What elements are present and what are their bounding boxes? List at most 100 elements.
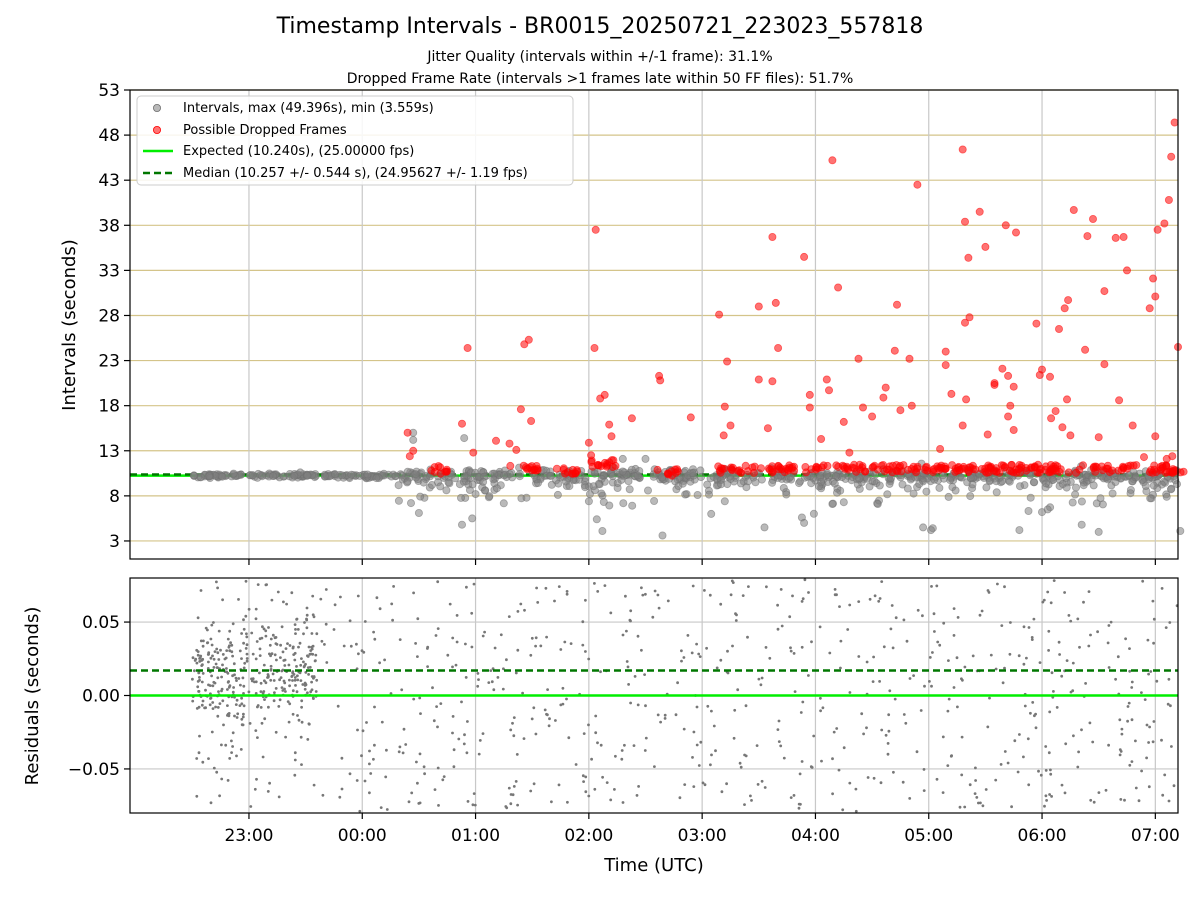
dropped-frame-point	[469, 448, 478, 457]
residual-point	[217, 629, 221, 633]
interval-point	[196, 473, 205, 482]
residual-point	[975, 796, 979, 799]
residual-point	[581, 643, 585, 647]
residual-point	[933, 630, 936, 633]
residual-point	[323, 643, 326, 646]
residual-point	[1130, 718, 1134, 722]
residual-point	[1050, 671, 1054, 675]
interval-point	[633, 471, 642, 480]
residual-point	[292, 653, 296, 656]
residual-point	[682, 727, 686, 731]
legend: Intervals, max (49.396s), min (3.559s) P…	[136, 95, 574, 186]
residual-point	[434, 634, 438, 637]
residual-point	[412, 697, 416, 701]
residual-point	[777, 740, 781, 743]
dropped-frame-point	[1035, 370, 1044, 379]
residual-point	[535, 586, 538, 590]
residual-point	[355, 642, 358, 646]
residual-point	[544, 586, 548, 590]
interval-point	[1096, 494, 1105, 503]
residual-point	[1096, 630, 1099, 634]
residual-point	[828, 651, 832, 655]
residual-point	[764, 646, 768, 649]
residual-point	[245, 643, 249, 647]
interval-outlier-point	[1043, 505, 1052, 514]
residual-point	[757, 677, 761, 681]
interval-point	[768, 478, 777, 487]
residual-point	[348, 772, 352, 776]
residual-point	[291, 689, 295, 693]
residual-point	[550, 800, 553, 804]
residual-point	[1107, 624, 1111, 627]
residual-point	[476, 672, 480, 675]
dropped-frame-point	[975, 207, 984, 216]
interval-point	[619, 499, 628, 508]
residual-point	[971, 654, 975, 658]
residual-point	[255, 777, 258, 781]
residual-point	[703, 783, 707, 787]
dropped-frame-point	[715, 310, 724, 319]
residual-point	[296, 674, 299, 678]
residual-point	[1123, 798, 1126, 802]
residual-point	[644, 704, 647, 708]
residual-point	[283, 664, 287, 667]
residual-point	[936, 640, 940, 644]
residual-point	[214, 662, 218, 666]
dropped-frame-point	[1151, 432, 1160, 441]
top-panel-frame	[129, 89, 1179, 560]
residual-point	[703, 589, 706, 592]
residual-point	[984, 788, 988, 791]
dropped-frame-point	[457, 419, 466, 428]
residual-point	[259, 681, 263, 685]
residual-point	[242, 684, 246, 688]
dropped-frame-point	[568, 465, 577, 474]
interval-point	[697, 473, 706, 482]
interval-point	[944, 492, 953, 501]
interval-point	[649, 472, 658, 481]
dropped-frame-point	[726, 421, 735, 430]
interval-point	[303, 471, 312, 480]
residual-point	[218, 702, 222, 705]
residual-point	[293, 751, 297, 755]
residual-point	[324, 588, 328, 591]
residual-point	[1089, 633, 1092, 637]
bottom-panel-points	[191, 578, 1179, 813]
dropped-frame-point	[1046, 372, 1055, 381]
dropped-frame-point	[768, 232, 777, 241]
residual-point	[423, 772, 426, 776]
residual-point	[563, 640, 567, 644]
residual-point	[1134, 786, 1138, 790]
residual-point	[1104, 788, 1108, 792]
residual-point	[747, 585, 750, 588]
legend-intervals-label: Intervals, max (49.396s), min (3.559s)	[183, 101, 434, 116]
dropped-frame-point	[958, 421, 967, 430]
interval-point	[468, 480, 477, 489]
dropped-frame-point	[1066, 431, 1075, 440]
residual-point	[692, 785, 696, 788]
residual-point	[1037, 769, 1040, 773]
residual-point	[1003, 666, 1006, 670]
residual-point	[414, 642, 417, 645]
residual-point	[1030, 636, 1034, 639]
residual-point	[266, 790, 270, 793]
interval-point	[499, 499, 508, 508]
dropped-frame-point	[516, 405, 525, 414]
residual-point	[1008, 652, 1012, 656]
dropped-frame-point	[1055, 324, 1064, 333]
interval-point	[853, 480, 862, 489]
residual-point	[384, 775, 388, 779]
residual-point	[226, 680, 230, 684]
residual-point	[369, 772, 373, 775]
residual-point	[651, 615, 655, 619]
residual-point	[245, 657, 249, 660]
residual-point	[324, 622, 328, 626]
residual-point	[793, 690, 797, 693]
residual-point	[244, 579, 248, 583]
residual-point	[310, 645, 313, 649]
residual-point	[872, 655, 875, 659]
residual-point	[238, 649, 242, 653]
residual-point	[676, 681, 679, 685]
residual-point	[846, 628, 850, 631]
residual-point	[412, 591, 415, 595]
residual-point	[882, 645, 886, 649]
